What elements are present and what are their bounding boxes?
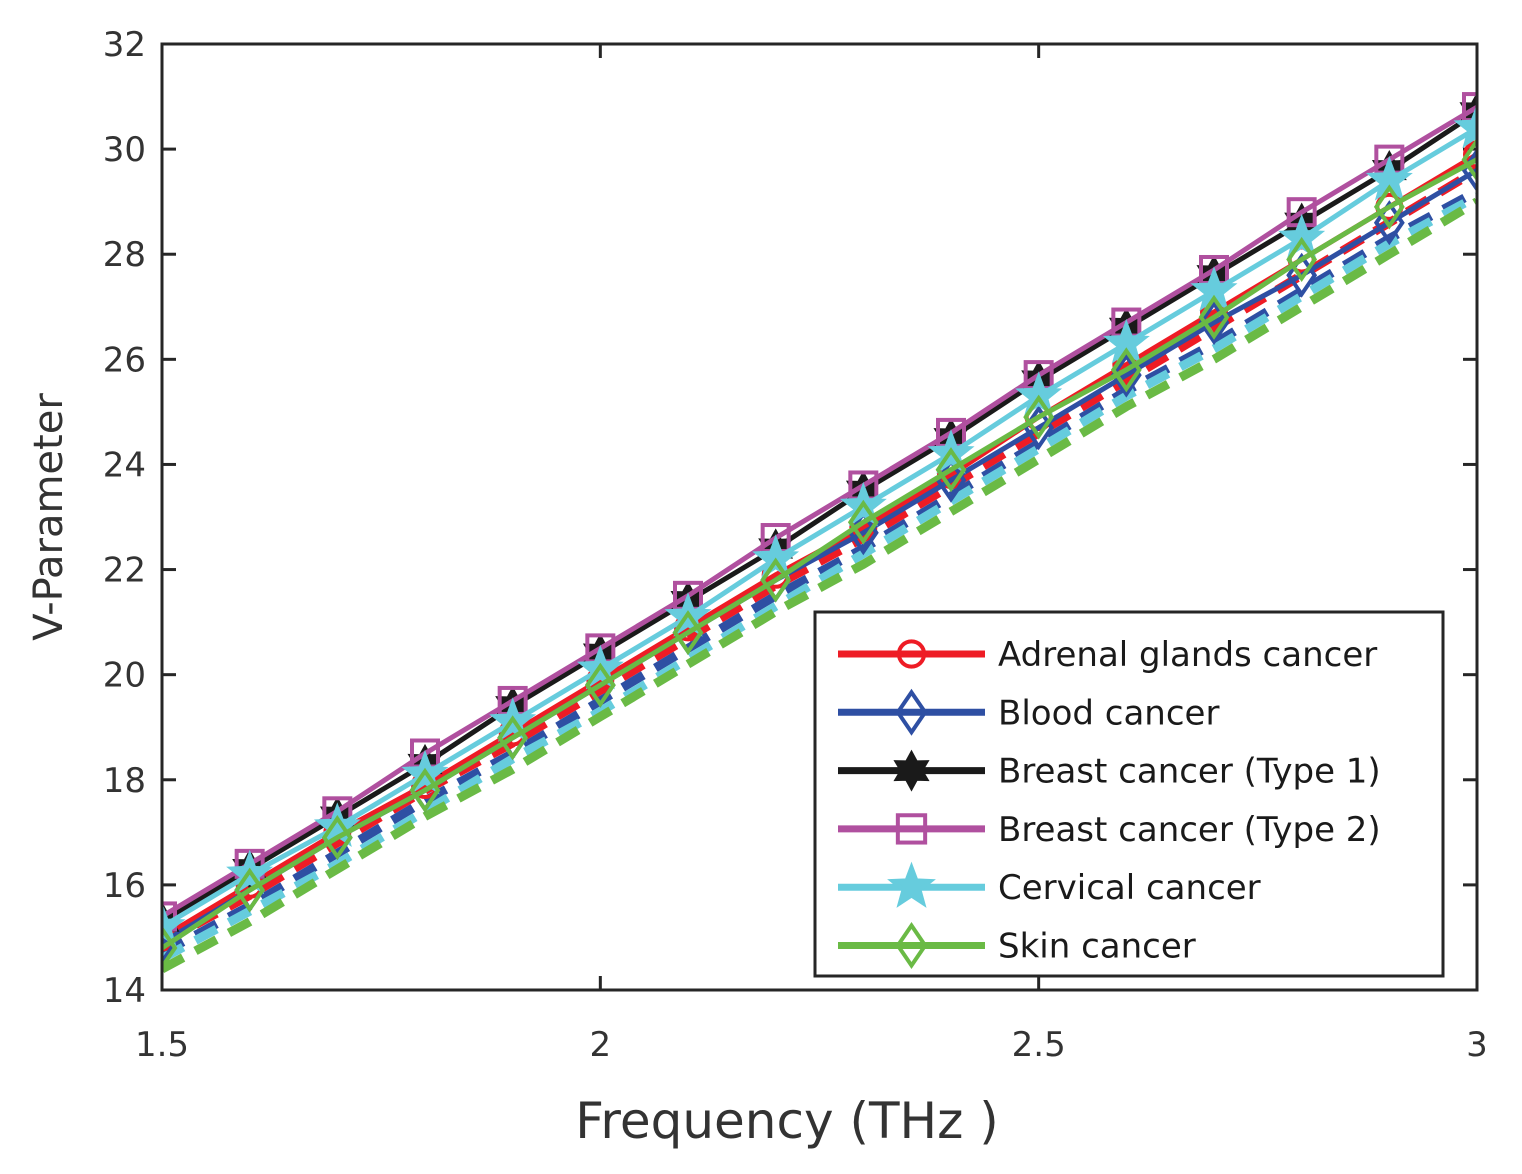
data-point xyxy=(1198,294,1230,340)
data-point xyxy=(1463,140,1477,169)
legend: Adrenal glands cancer Blood cancer Breast … xyxy=(813,610,1445,978)
data-point xyxy=(1373,184,1405,230)
legend-entry-4: Breast cancer (Type 2) xyxy=(838,810,1381,850)
data-point xyxy=(672,610,704,656)
x-tick-label: 3 xyxy=(1466,1025,1488,1065)
series-6 xyxy=(162,137,1477,971)
legend-label: Skin cancer xyxy=(998,927,1196,967)
data-point xyxy=(935,447,967,493)
x-axis-label: Frequency (THz ) xyxy=(575,1092,999,1150)
x-tick-label: 1.5 xyxy=(135,1025,189,1065)
legend-entry-5: Cervical cancer xyxy=(838,861,1261,908)
legend-label: Breast cancer (Type 2) xyxy=(998,810,1381,850)
data-point xyxy=(760,557,792,603)
legend-entries: Adrenal glands cancer Blood cancer Breast … xyxy=(838,635,1381,969)
data-point xyxy=(497,715,529,761)
series-dashed-line-6 xyxy=(162,197,1477,973)
legend-label: Blood cancer xyxy=(998,693,1219,733)
series-4 xyxy=(162,92,1477,932)
legend-label: Cervical cancer xyxy=(998,868,1261,908)
data-point xyxy=(1110,352,1142,398)
series-line-3 xyxy=(162,110,1477,924)
y-tick-label: 26 xyxy=(103,340,146,380)
data-point xyxy=(752,534,800,580)
y-tick-label: 22 xyxy=(103,551,146,591)
data-point xyxy=(1110,347,1142,393)
y-tick-label: 24 xyxy=(103,445,146,485)
legend-entry-6: Skin cancer xyxy=(838,922,1196,969)
legend-marker xyxy=(895,813,928,845)
data-point xyxy=(1461,137,1477,183)
y-tick-label: 20 xyxy=(103,656,146,696)
y-tick-label: 30 xyxy=(103,130,146,170)
legend-entry-3: Breast cancer (Type 1) xyxy=(838,749,1381,792)
legend-marker xyxy=(887,861,936,908)
data-point xyxy=(584,662,616,708)
x-tick-label: 2 xyxy=(590,1025,612,1065)
data-point xyxy=(321,815,353,861)
legend-entry-2: Blood cancer xyxy=(838,688,1219,736)
series-layer xyxy=(162,92,1477,973)
legend-label: Breast cancer (Type 1) xyxy=(998,752,1381,792)
series-line-6 xyxy=(162,157,1477,951)
data-point xyxy=(1198,300,1230,346)
y-tick-label: 32 xyxy=(103,25,146,65)
y-tick-label: 14 xyxy=(103,971,146,1011)
y-tick-label: 28 xyxy=(103,235,146,275)
legend-box xyxy=(813,610,1445,978)
data-point xyxy=(1015,371,1063,417)
data-point xyxy=(1023,394,1055,440)
legend-entry-1: Adrenal glands cancer xyxy=(838,635,1377,675)
x-tick-label: 2.5 xyxy=(1012,1025,1066,1065)
data-point xyxy=(162,925,178,971)
series-dashed-line-2 xyxy=(162,187,1477,958)
data-point xyxy=(409,767,441,813)
data-point xyxy=(234,867,266,913)
series-dashed-line-5 xyxy=(162,192,1477,963)
legend-marker xyxy=(895,688,928,736)
legend-marker xyxy=(896,639,927,669)
y-tick-label: 16 xyxy=(103,866,146,906)
data-point xyxy=(1453,103,1477,149)
tick-labels: 1.5 2 2.5 3 14 16 18 20 22 24 26 28 30 32 xyxy=(103,25,1488,1065)
plot-frame xyxy=(160,42,1479,992)
series-line-4 xyxy=(162,104,1477,919)
data-point xyxy=(1278,213,1326,259)
legend-marker xyxy=(893,749,930,792)
series-line-5 xyxy=(162,125,1477,930)
data-point xyxy=(1462,92,1477,123)
data-point xyxy=(847,499,879,545)
legend-marker xyxy=(895,922,928,969)
y-tick-label: 18 xyxy=(103,761,146,801)
legend-label: Adrenal glands cancer xyxy=(998,635,1377,675)
y-axis-label: V-Parameter xyxy=(26,393,72,641)
data-point xyxy=(1286,236,1318,283)
